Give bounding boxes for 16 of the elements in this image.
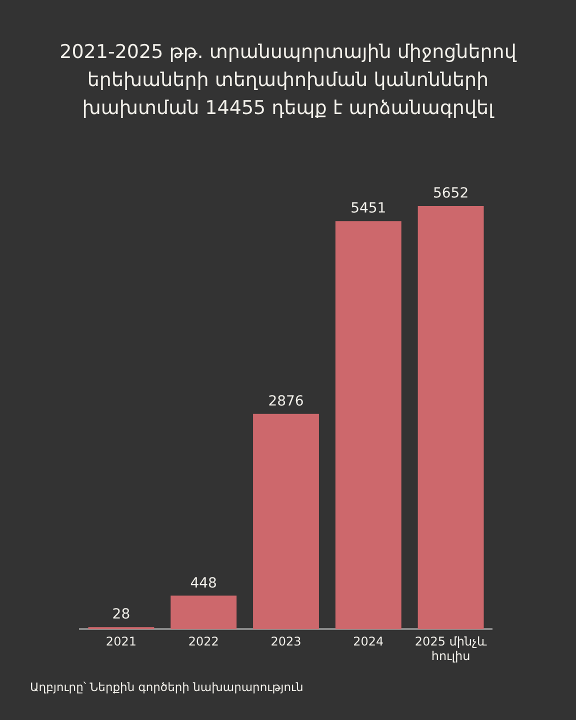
data-label: 5451 [350,200,386,217]
x-tick-label: 2024 [353,634,384,649]
bar [418,206,484,630]
x-tick-label: 2025 մինչև հուլիս [414,634,487,663]
data-label: 5652 [432,186,469,202]
data-label: 28 [112,606,130,623]
bar [253,414,319,630]
data-label: 2876 [268,394,304,410]
data-label: 448 [190,575,217,592]
x-tick-label: 2021 [106,634,136,649]
text: Աղբյուրը՝ Ներքին գործերի նախարարություն [30,680,304,694]
bar [170,596,237,630]
x-tick-label: 2023 [270,634,302,649]
bar [335,221,402,630]
x-tick-label: 2022 [188,634,219,649]
chart-title: 2021-2025 թթ. տրանսպորտային միջոցներով երեխաների տեղափոխման կանոնների խախտման 14455 դեպք է արձանագրվել [58,40,518,121]
